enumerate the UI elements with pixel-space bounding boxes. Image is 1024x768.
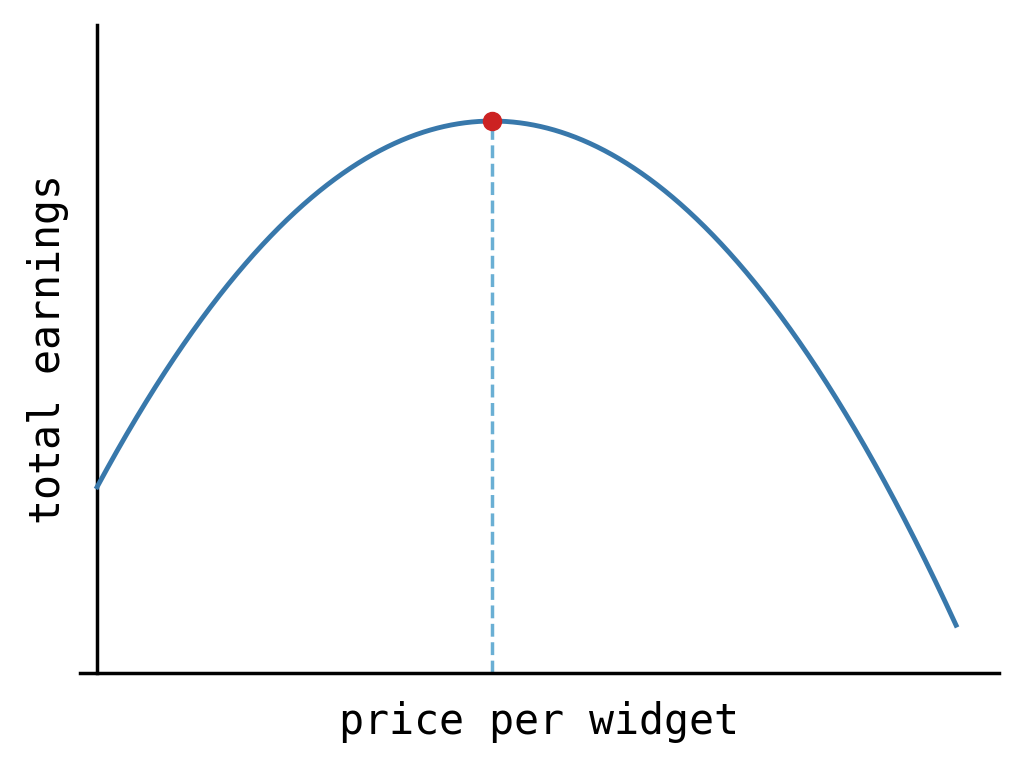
- Y-axis label: total earnings: total earnings: [28, 174, 70, 524]
- X-axis label: price per widget: price per widget: [340, 701, 739, 743]
